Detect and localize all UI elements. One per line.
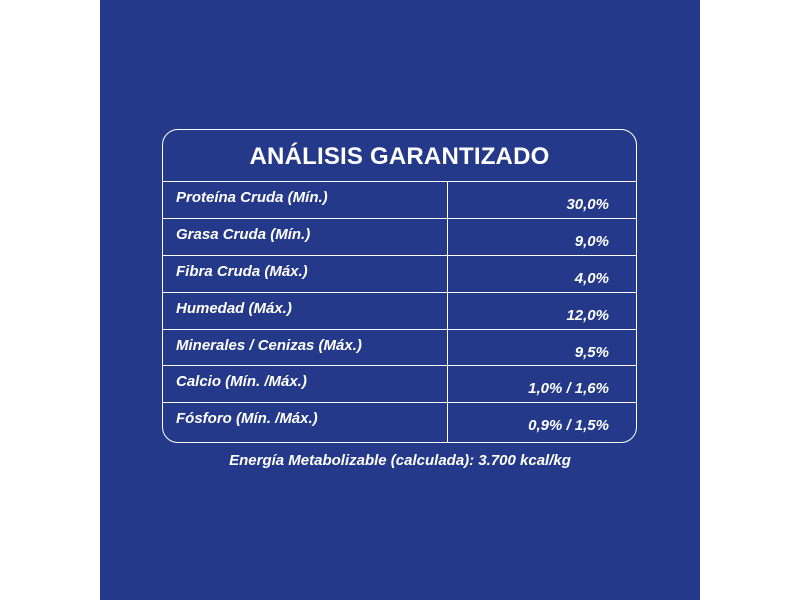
row-label: Fósforo (Mín. /Máx.)	[176, 410, 318, 428]
table-row: Calcio (Mín. /Máx.) 1,0% / 1,6%	[163, 365, 636, 402]
row-value: 30,0%	[566, 196, 609, 213]
row-label: Humedad (Máx.)	[176, 299, 292, 317]
column-divider	[447, 181, 448, 443]
row-label: Fibra Cruda (Máx.)	[176, 262, 308, 280]
table-row: Fibra Cruda (Máx.) 4,0%	[163, 254, 636, 292]
table-row: Fósforo (Mín. /Máx.) 0,9% / 1,5%	[163, 402, 636, 439]
row-value: 1,0% / 1,6%	[528, 380, 609, 398]
row-value: 9,0%	[574, 232, 609, 250]
row-value: 9,5%	[574, 343, 609, 361]
row-label: Calcio (Mín. /Máx.)	[176, 373, 307, 391]
label-panel: ANÁLISIS GARANTIZADO Proteína Cruda (Mín…	[100, 0, 700, 600]
row-value: 0,9% / 1,5%	[528, 417, 609, 435]
row-label: Grasa Cruda (Mín.)	[176, 225, 311, 243]
table-row: Proteína Cruda (Mín.) 30,0%	[163, 181, 636, 218]
row-value: 12,0%	[566, 306, 609, 324]
table-row: Minerales / Cenizas (Máx.) 9,5%	[163, 328, 636, 366]
energy-footnote: Energía Metabolizable (calculada): 3.700…	[229, 452, 571, 469]
table-rows: Proteína Cruda (Mín.) 30,0% Grasa Cruda …	[163, 181, 636, 439]
row-label: Proteína Cruda (Mín.)	[176, 189, 328, 206]
table-row: Grasa Cruda (Mín.) 9,0%	[163, 217, 636, 255]
table-row: Humedad (Máx.) 12,0%	[163, 291, 636, 329]
table-title: ANÁLISIS GARANTIZADO	[249, 143, 550, 170]
row-value: 4,0%	[574, 269, 609, 287]
row-label: Minerales / Cenizas (Máx.)	[176, 336, 362, 354]
analysis-table: ANÁLISIS GARANTIZADO Proteína Cruda (Mín…	[162, 129, 637, 443]
